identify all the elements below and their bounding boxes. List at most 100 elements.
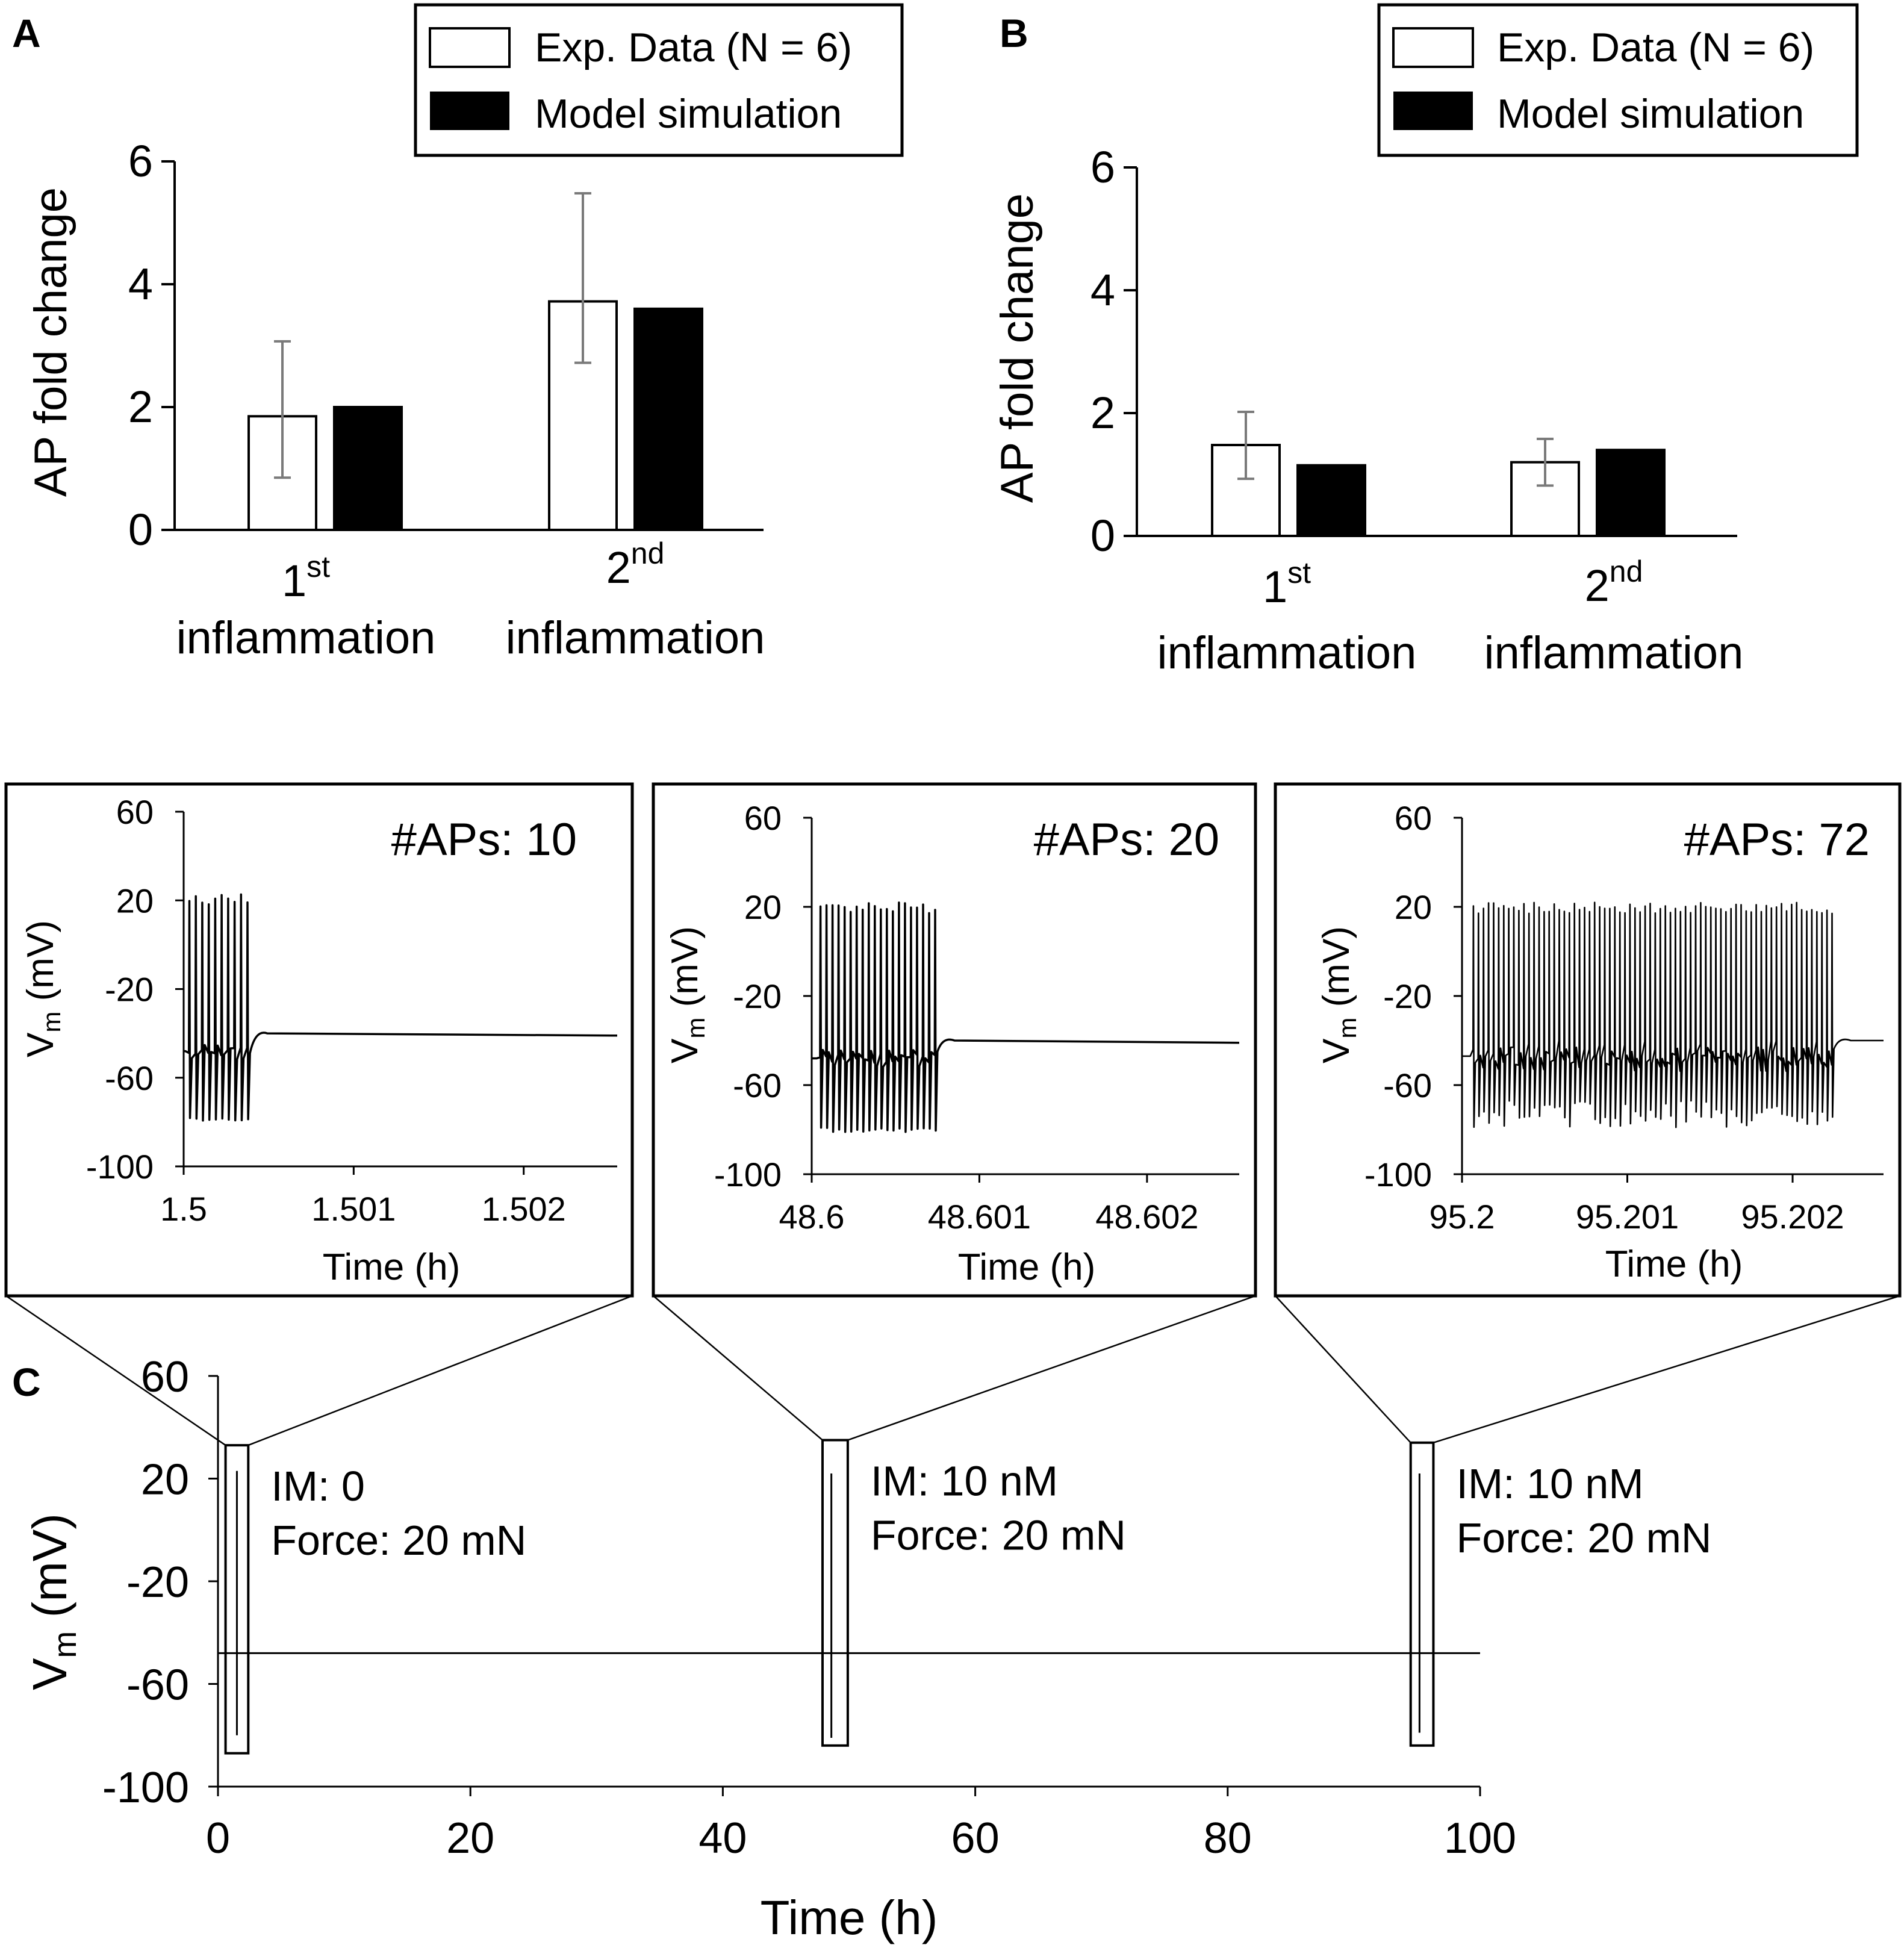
y-tick-label: 20	[744, 888, 782, 926]
burst-2: IM: 10 nM Force: 20 mN	[821, 1439, 1126, 1747]
category-2-number: 2	[1585, 561, 1610, 611]
condition-label-im: IM: 0	[271, 1463, 365, 1510]
condition-label-force: Force: 20 mN	[1456, 1514, 1711, 1561]
y-tick-label: 20	[116, 882, 154, 919]
svg-text:1st: 1st	[1263, 556, 1311, 612]
legend-swatch-model	[430, 92, 509, 130]
y-tick-label: 20	[141, 1456, 189, 1504]
category-1-word: inflammation	[1157, 627, 1417, 679]
condition-label-force: Force: 20 mN	[871, 1512, 1126, 1559]
panel-b-letter: B	[1000, 11, 1028, 55]
y-tick-label: 4	[128, 259, 153, 309]
legend-label-model: Model simulation	[535, 91, 842, 137]
svg-text:2nd: 2nd	[1585, 555, 1643, 611]
ap-count: #APs: 20	[1034, 814, 1219, 865]
x-tick-label: 95.201	[1576, 1198, 1679, 1236]
y-axis-label: AP fold change	[992, 193, 1043, 503]
x-tick-label: 100	[1444, 1814, 1516, 1862]
panel-b: B Exp. Data (N = 6) Model simulation 0 2 4…	[992, 3, 1859, 679]
legend-swatch-model	[1393, 92, 1473, 130]
x-axis-label: Time (h)	[761, 1891, 938, 1944]
model-bar-1	[333, 406, 403, 531]
model-bar-2	[633, 307, 703, 531]
y-tick-label: 20	[1395, 888, 1432, 926]
y-tick-label: -100	[714, 1156, 782, 1193]
category-2-number: 2	[606, 543, 631, 593]
y-tick-label: -100	[1364, 1156, 1432, 1193]
x-tick-label: 80	[1204, 1814, 1252, 1862]
y-tick-label: 4	[1090, 265, 1115, 315]
zoom-box	[1409, 1441, 1435, 1747]
legend-swatch-exp	[1392, 27, 1474, 68]
category-2-suffix: nd	[631, 537, 665, 570]
x-tick-label: 48.6	[779, 1198, 845, 1236]
legend-box	[1377, 3, 1859, 157]
y-tick-label: -100	[102, 1764, 189, 1812]
y-tick-label: 60	[141, 1353, 189, 1401]
x-tick-label: 95.202	[1741, 1198, 1844, 1236]
y-tick-label: 2	[1090, 388, 1115, 438]
y-axis-label: Vm (mV)	[664, 926, 710, 1063]
x-tick-label: 20	[446, 1814, 494, 1862]
burst-3: IM: 10 nM Force: 20 mN	[1409, 1441, 1711, 1747]
y-axis-label: Vm (mV)	[1316, 926, 1361, 1063]
category-1-number: 1	[1263, 562, 1287, 612]
category-label-1: 1st inflammation	[1157, 556, 1417, 679]
condition-label-im: IM: 10 nM	[1456, 1460, 1643, 1507]
legend-label-exp: Exp. Data (N = 6)	[535, 25, 852, 70]
panel-a-letter: A	[12, 11, 41, 55]
zoom-connector-right	[847, 1295, 1256, 1441]
x-tick-label: 48.602	[1095, 1198, 1198, 1236]
voltage-trace	[812, 901, 1240, 1133]
x-tick-label: 60	[951, 1814, 1000, 1862]
x-axis-label: Time (h)	[958, 1246, 1095, 1288]
y-tick-label: 0	[1090, 511, 1115, 561]
x-tick-label: 1.502	[482, 1190, 566, 1228]
x-axis-label: Time (h)	[323, 1246, 460, 1288]
error-bar-1	[1237, 410, 1254, 481]
category-1-suffix: st	[306, 550, 330, 583]
x-tick-label: 1.501	[311, 1190, 396, 1228]
category-label-2: 2nd inflammation	[1484, 555, 1744, 679]
panel-c: C -100 -60 -20 20 60 0 20 40 60 80 100 IM: 0 Force:…	[5, 1295, 1900, 1944]
y-tick-label: -60	[1383, 1066, 1432, 1104]
y-tick-label: -60	[733, 1066, 782, 1104]
panel-b-legend: Exp. Data (N = 6) Model simulation	[1377, 3, 1859, 157]
y-tick-label: -60	[126, 1661, 189, 1710]
x-tick-label: 1.5	[160, 1190, 207, 1228]
y-tick-label: -20	[1383, 977, 1432, 1015]
x-tick-label: 95.2	[1430, 1198, 1495, 1236]
panel-c-letter: C	[12, 1360, 41, 1404]
voltage-trace	[1462, 901, 1884, 1128]
condition-label-force: Force: 20 mN	[271, 1517, 526, 1564]
svg-text:2nd: 2nd	[606, 537, 665, 593]
x-tick-label: 48.601	[928, 1198, 1031, 1236]
x-tick-label: 40	[698, 1814, 747, 1862]
zoom-connector-left	[5, 1295, 226, 1446]
category-2-word: inflammation	[506, 612, 765, 664]
zoom-connector-right	[1433, 1295, 1900, 1444]
svg-text:1st: 1st	[282, 550, 330, 606]
zoom-connector-right	[247, 1295, 633, 1446]
inset-1: -100 -60 -20 20 60 1.5 1.501 1.502 #APs: 10 Vm …	[4, 782, 634, 1298]
legend-swatch-exp	[429, 27, 511, 68]
panel-a: A Exp. Data (N = 6) Model simulation 0 2 4…	[12, 3, 904, 664]
y-tick-label: 60	[116, 793, 154, 831]
y-tick-label: -20	[105, 971, 154, 1009]
panel-a-legend: Exp. Data (N = 6) Model simulation	[414, 3, 904, 157]
y-axis-label: Vm (mV)	[23, 1513, 83, 1690]
inset-frame	[4, 782, 634, 1298]
y-tick-label: -60	[105, 1059, 154, 1097]
y-tick-label: 2	[128, 382, 153, 432]
model-bar-1	[1296, 464, 1366, 538]
y-tick-label: 6	[128, 136, 153, 186]
category-2-word: inflammation	[1484, 627, 1744, 679]
category-label-2: 2nd inflammation	[506, 537, 765, 664]
category-1-number: 1	[282, 556, 306, 606]
legend-label-model: Model simulation	[1497, 91, 1804, 137]
